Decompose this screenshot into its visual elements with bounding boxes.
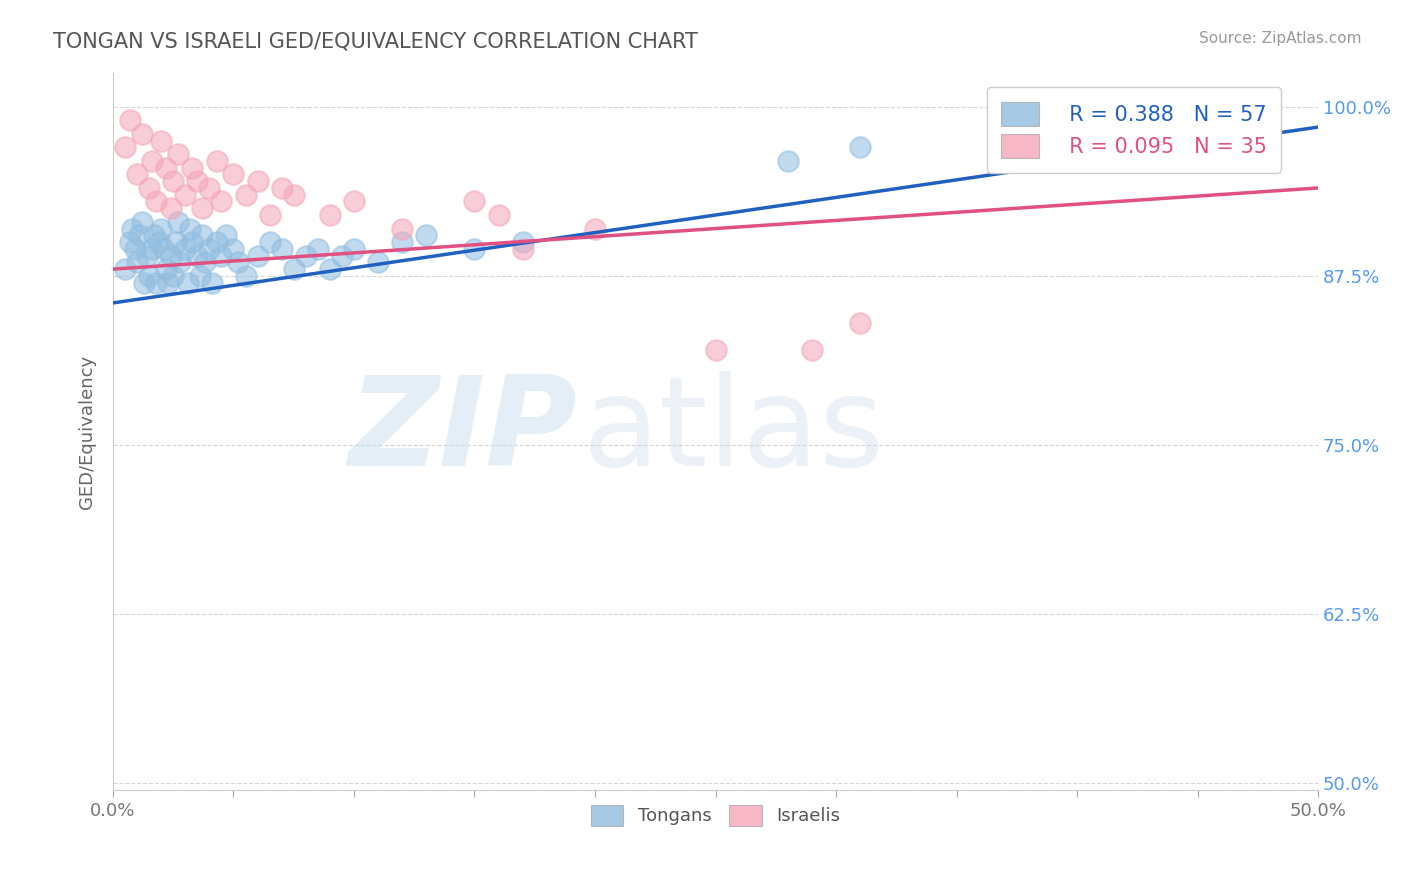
Point: [849, 140, 872, 154]
Point: [270, 242, 292, 256]
Point: [512, 242, 534, 256]
Point: [259, 208, 281, 222]
Point: [463, 194, 485, 209]
Point: [141, 153, 163, 168]
Point: [463, 242, 485, 256]
Point: [319, 262, 342, 277]
Point: [191, 201, 214, 215]
Point: [174, 187, 197, 202]
Point: [270, 181, 292, 195]
Point: [174, 242, 197, 256]
Point: [155, 161, 177, 175]
Point: [141, 242, 163, 256]
Point: [179, 221, 201, 235]
Point: [201, 276, 224, 290]
Point: [155, 262, 177, 277]
Point: [849, 316, 872, 330]
Point: [246, 249, 269, 263]
Point: [246, 174, 269, 188]
Point: [776, 153, 799, 168]
Point: [198, 181, 221, 195]
Text: ZIP: ZIP: [349, 371, 576, 492]
Point: [259, 235, 281, 249]
Point: [294, 249, 316, 263]
Point: [704, 343, 727, 358]
Point: [222, 168, 245, 182]
Point: [131, 127, 153, 141]
Point: [307, 242, 329, 256]
Text: TONGAN VS ISRAELI GED/EQUIVALENCY CORRELATION CHART: TONGAN VS ISRAELI GED/EQUIVALENCY CORREL…: [53, 31, 699, 51]
Point: [181, 161, 204, 175]
Point: [205, 235, 228, 249]
Point: [150, 221, 173, 235]
Point: [186, 249, 208, 263]
Y-axis label: GED/Equivalency: GED/Equivalency: [79, 354, 96, 508]
Point: [181, 235, 204, 249]
Point: [142, 228, 165, 243]
Point: [800, 343, 823, 358]
Point: [135, 249, 157, 263]
Point: [148, 235, 170, 249]
Point: [512, 235, 534, 249]
Point: [226, 255, 249, 269]
Point: [162, 174, 184, 188]
Point: [165, 235, 187, 249]
Point: [205, 153, 228, 168]
Point: [193, 255, 215, 269]
Point: [283, 187, 305, 202]
Point: [191, 228, 214, 243]
Point: [162, 268, 184, 283]
Point: [150, 134, 173, 148]
Point: [209, 249, 232, 263]
Text: atlas: atlas: [583, 371, 886, 492]
Point: [283, 262, 305, 277]
Point: [235, 187, 257, 202]
Point: [343, 242, 366, 256]
Point: [145, 194, 167, 209]
Point: [134, 276, 156, 290]
Point: [235, 268, 257, 283]
Point: [159, 249, 181, 263]
Point: [583, 221, 606, 235]
Point: [186, 174, 208, 188]
Point: [125, 168, 148, 182]
Point: [152, 242, 174, 256]
Point: [330, 249, 353, 263]
Point: [415, 228, 437, 243]
Point: [176, 276, 198, 290]
Point: [145, 276, 167, 290]
Point: [125, 255, 148, 269]
Point: [118, 235, 141, 249]
Point: [159, 201, 181, 215]
Point: [114, 140, 136, 154]
Legend: Tongans, Israelis: Tongans, Israelis: [582, 796, 849, 835]
Point: [1211, 127, 1233, 141]
Point: [138, 268, 160, 283]
Point: [222, 242, 245, 256]
Point: [118, 113, 141, 128]
Point: [131, 215, 153, 229]
Point: [114, 262, 136, 277]
Point: [391, 235, 413, 249]
Point: [209, 194, 232, 209]
Point: [188, 268, 211, 283]
Point: [367, 255, 389, 269]
Point: [343, 194, 366, 209]
Point: [215, 228, 238, 243]
Point: [138, 181, 160, 195]
Text: Source: ZipAtlas.com: Source: ZipAtlas.com: [1198, 31, 1361, 46]
Point: [167, 215, 190, 229]
Point: [157, 276, 180, 290]
Point: [128, 228, 150, 243]
Point: [124, 242, 146, 256]
Point: [319, 208, 342, 222]
Point: [121, 221, 143, 235]
Point: [488, 208, 510, 222]
Point: [1163, 134, 1185, 148]
Point: [167, 147, 190, 161]
Point: [391, 221, 413, 235]
Point: [198, 242, 221, 256]
Point: [169, 255, 191, 269]
